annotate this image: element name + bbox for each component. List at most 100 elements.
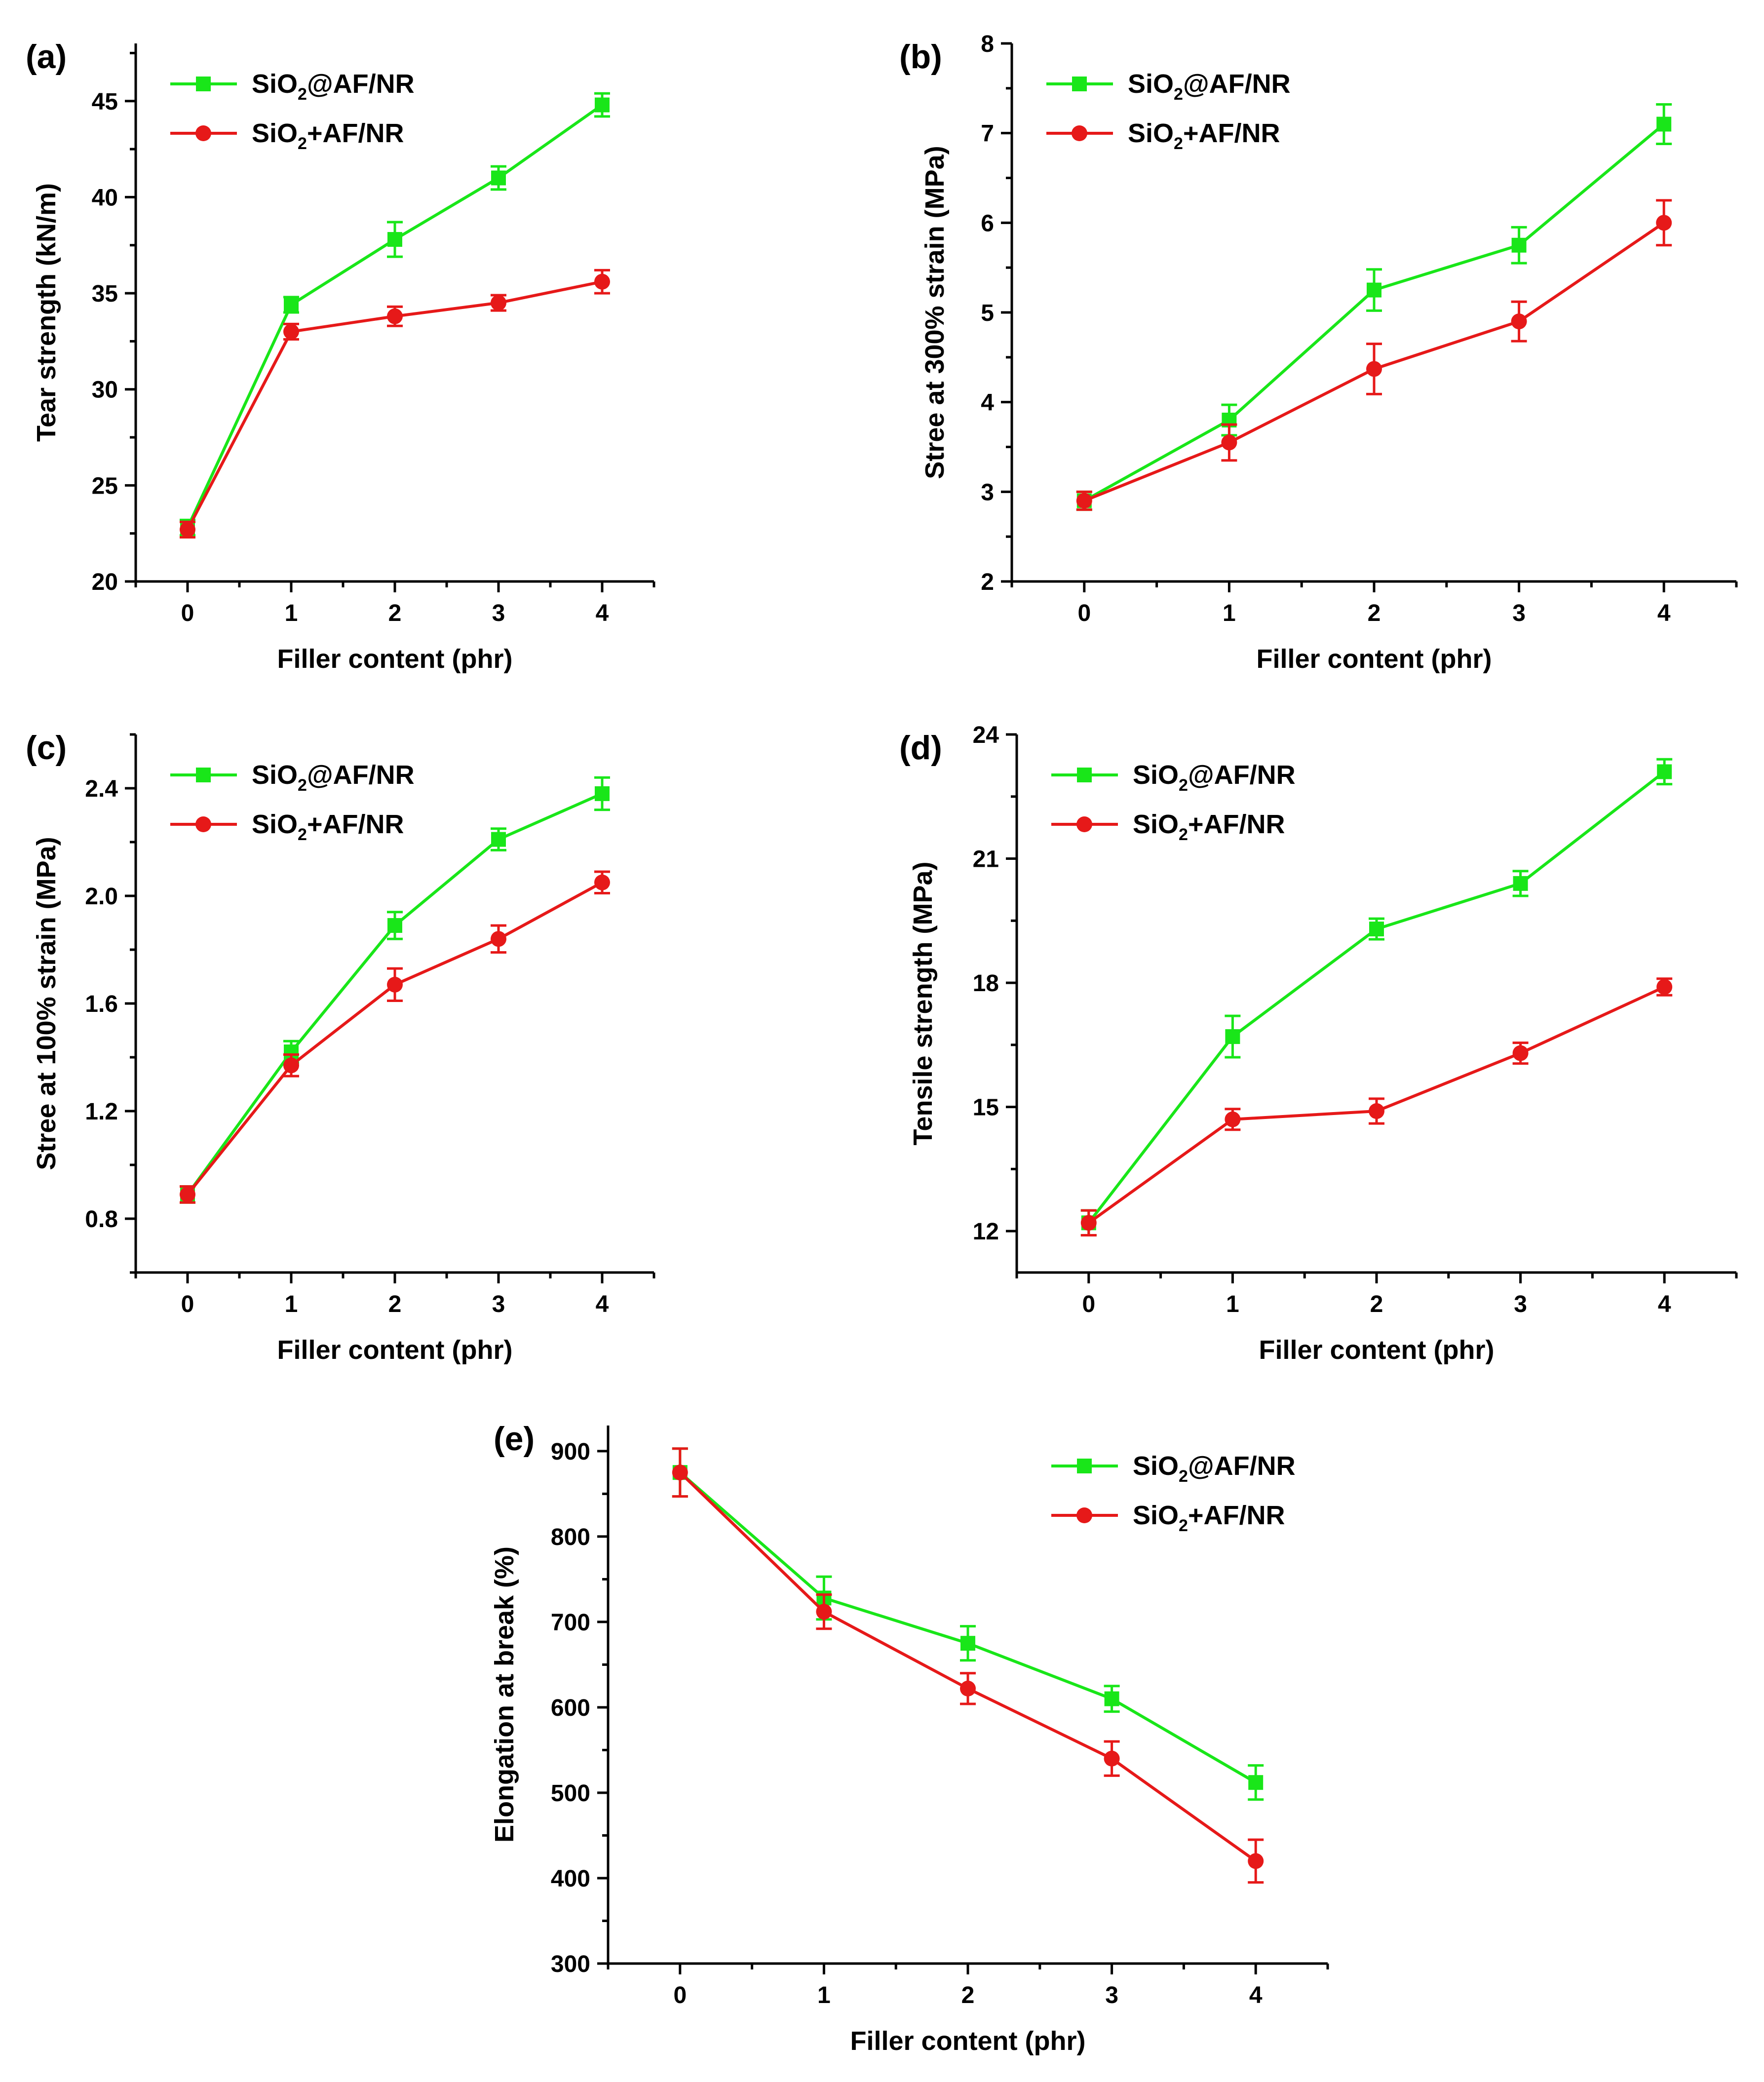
data-point: [387, 918, 402, 933]
x-tick-label: 4: [596, 1291, 609, 1317]
x-tick-label: 3: [492, 600, 505, 626]
series-sio2-plus-af-nr: [672, 1447, 1264, 1884]
legend-marker: [1076, 1507, 1092, 1523]
legend-marker: [1077, 768, 1092, 782]
data-point: [1366, 361, 1382, 377]
data-point: [816, 1604, 832, 1620]
y-tick-label: 24: [973, 722, 999, 748]
data-point: [1513, 876, 1528, 891]
data-point: [960, 1680, 976, 1696]
x-tick-label: 4: [1658, 1291, 1671, 1317]
legend-marker: [196, 768, 211, 782]
data-point: [491, 295, 506, 311]
legend-marker: [195, 816, 211, 832]
legend-label: SiO2+AF/NR: [1133, 810, 1285, 844]
y-tick-label: 800: [551, 1524, 590, 1550]
legend-item: SiO2@AF/NR: [170, 69, 415, 104]
data-point: [1225, 1111, 1241, 1127]
x-tick-label: 0: [1082, 1291, 1095, 1317]
y-tick-label: 900: [551, 1439, 590, 1465]
legend-marker: [1072, 125, 1087, 141]
data-point: [1369, 922, 1384, 937]
y-tick-label: 35: [92, 281, 118, 307]
legend-item: SiO2+AF/NR: [170, 810, 404, 844]
legend-label: SiO2@AF/NR: [1128, 69, 1291, 104]
data-point: [1104, 1750, 1120, 1767]
y-axis-title: Stree at 100% strain (MPa): [32, 837, 61, 1170]
panel-label: (a): [26, 38, 67, 76]
panel-label: (e): [494, 1420, 535, 1458]
legend-item: SiO2@AF/NR: [170, 760, 415, 795]
x-tick-label: 0: [181, 1291, 194, 1317]
x-tick-label: 1: [1226, 1291, 1239, 1317]
y-tick-label: 15: [973, 1095, 999, 1121]
y-tick-label: 40: [92, 185, 118, 211]
y-tick-label: 1.2: [85, 1099, 118, 1125]
x-tick-label: 1: [285, 1291, 298, 1317]
data-point: [1369, 1103, 1384, 1119]
x-tick-label: 2: [1368, 600, 1381, 626]
x-tick-label: 3: [1514, 1291, 1527, 1317]
data-point: [1104, 1691, 1119, 1706]
data-point: [283, 323, 299, 340]
y-tick-label: 5: [981, 300, 994, 326]
panel-label: (c): [26, 729, 67, 767]
y-tick-label: 700: [551, 1610, 590, 1636]
series-sio2-plus-af-nr: [1080, 977, 1673, 1237]
series-line: [1083, 123, 1665, 502]
y-tick-label: 400: [551, 1866, 590, 1892]
y-tick-label: 2.0: [85, 884, 118, 910]
data-point: [1076, 493, 1092, 509]
x-axis-title: Filler content (phr): [850, 2026, 1086, 2056]
x-tick-label: 3: [1105, 1982, 1118, 2008]
panel-c: (c) 0 1 2 3 4 0.8 1.2 1.6 2.0 2.4 Filler content (p…: [26, 729, 655, 1365]
x-tick-label: 1: [285, 600, 298, 626]
data-point: [491, 832, 506, 847]
y-axis-title: Elongation at break (%): [490, 1546, 519, 1843]
data-point: [284, 297, 299, 312]
y-tick-label: 18: [973, 970, 999, 997]
y-tick-label: 500: [551, 1780, 590, 1807]
x-tick-label: 2: [1370, 1291, 1383, 1317]
y-tick-label: 6: [981, 210, 994, 236]
data-point: [1656, 116, 1672, 132]
legend-marker: [1072, 77, 1087, 91]
data-point: [1248, 1853, 1264, 1869]
y-axis-title: Tear strength (kN/m): [32, 183, 61, 442]
data-point: [387, 232, 402, 247]
data-point: [672, 1465, 688, 1481]
data-point: [1225, 1029, 1240, 1044]
y-tick-label: 45: [92, 89, 118, 115]
x-tick-label: 4: [1657, 600, 1671, 626]
legend-label: SiO2+AF/NR: [1133, 1501, 1285, 1535]
y-tick-label: 21: [973, 847, 999, 873]
legend-label: SiO2+AF/NR: [1128, 118, 1280, 153]
y-tick-label: 3: [981, 479, 994, 505]
legend-label: SiO2@AF/NR: [252, 69, 415, 104]
data-point: [387, 976, 403, 993]
x-axis-title: Filler content (phr): [277, 644, 513, 674]
legend-label: SiO2@AF/NR: [1133, 760, 1296, 795]
y-tick-label: 2.4: [85, 776, 118, 802]
y-axis-title: Tensile strength (MPa): [908, 861, 938, 1145]
data-point: [1221, 434, 1237, 451]
data-point: [1656, 215, 1672, 231]
legend-item: SiO2@AF/NR: [1051, 1451, 1296, 1486]
x-tick-label: 1: [1223, 600, 1236, 626]
data-point: [960, 1636, 975, 1651]
legend-item: SiO2@AF/NR: [1051, 760, 1296, 795]
x-tick-label: 4: [596, 600, 609, 626]
x-axis-title: Filler content (phr): [277, 1335, 513, 1365]
x-tick-label: 2: [961, 1982, 975, 2008]
data-point: [1080, 1215, 1097, 1231]
y-tick-label: 2: [981, 569, 994, 595]
y-tick-label: 600: [551, 1695, 590, 1721]
x-axis-title: Filler content (phr): [1259, 1335, 1495, 1365]
panel-a: (a) 0 1 2 3 4 20 25 30 35 40 45 Filler content (phr)…: [26, 38, 655, 674]
legend-item: SiO2@AF/NR: [1046, 69, 1291, 104]
data-point: [491, 170, 506, 186]
y-tick-label: 25: [92, 473, 118, 499]
panel-label: (d): [899, 729, 942, 767]
